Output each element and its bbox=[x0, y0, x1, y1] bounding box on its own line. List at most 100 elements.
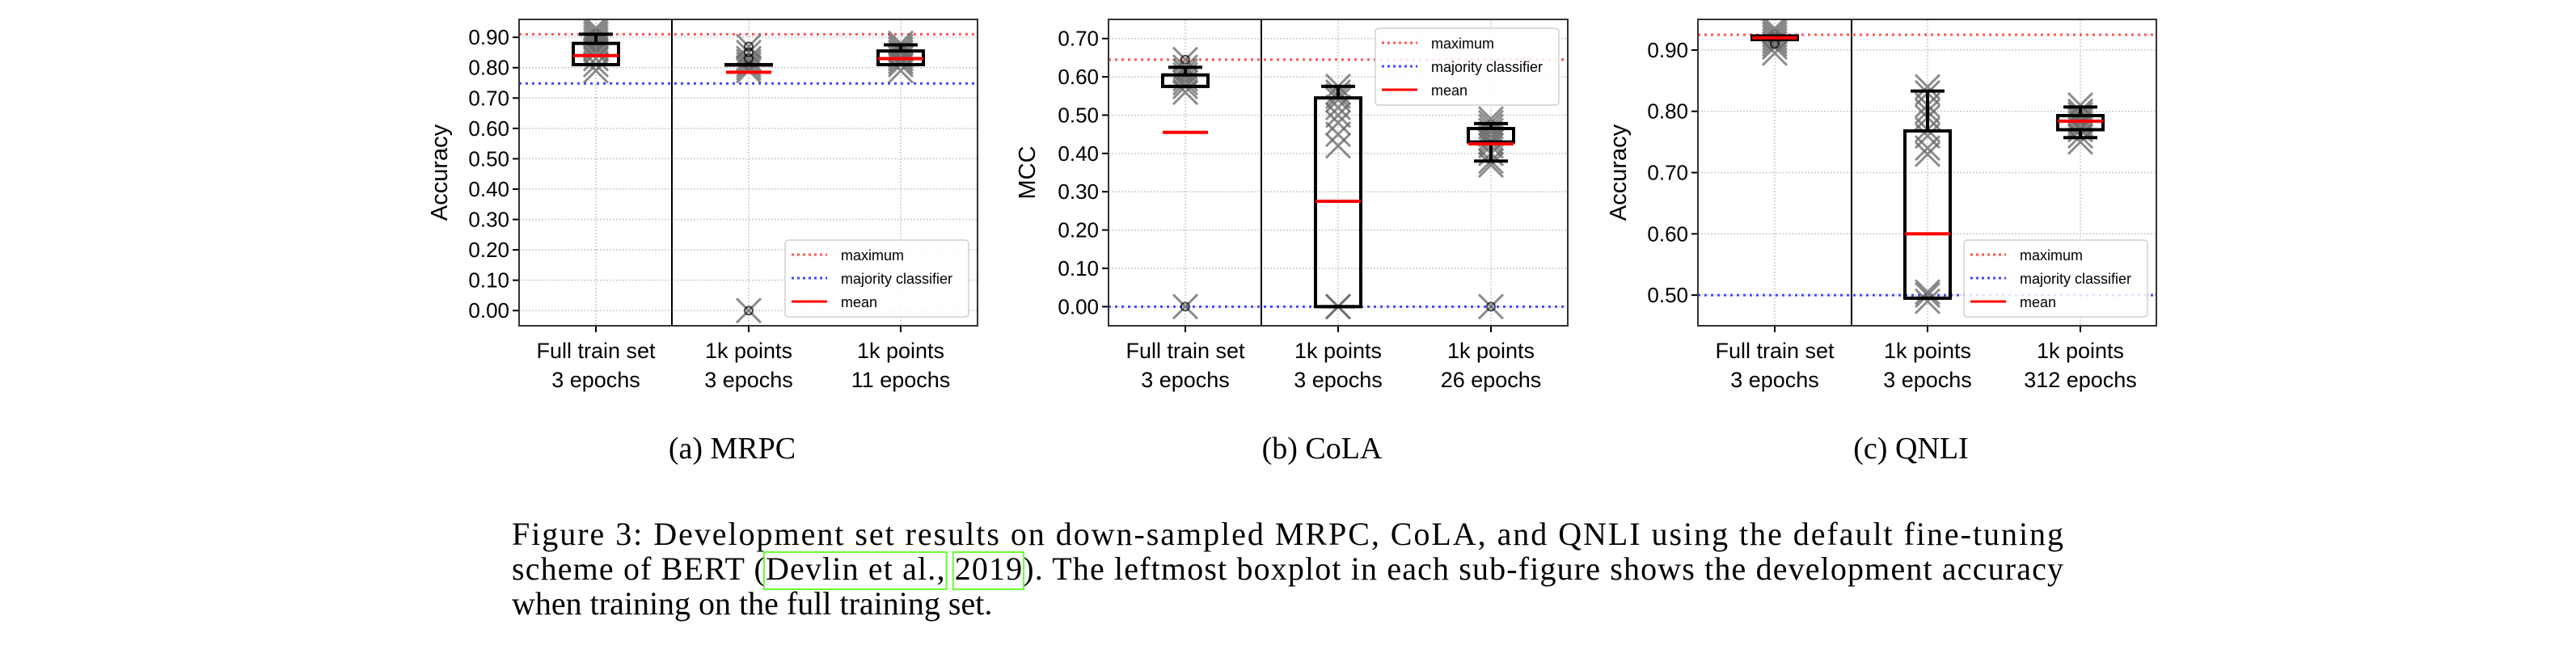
outlier-marker bbox=[744, 53, 754, 64]
x-tick-label: Full train set bbox=[1125, 339, 1245, 363]
figure-caption: Figure 3: Development set results on dow… bbox=[512, 516, 2063, 622]
y-tick-label: 0.30 bbox=[1058, 179, 1099, 204]
caption-line-1: Figure 3: Development set results on dow… bbox=[512, 516, 2063, 552]
run-marker bbox=[1477, 151, 1505, 179]
subfigure-caption: (c) QNLI bbox=[1853, 432, 1968, 466]
box-0 bbox=[572, 19, 620, 84]
run-marker bbox=[1914, 141, 1941, 167]
citation-year-link[interactable]: 2019 bbox=[955, 550, 1022, 587]
x-tick-label: 1k points bbox=[1294, 339, 1382, 363]
x-tick-label: 26 epochs bbox=[1441, 368, 1542, 392]
legend: maximum majority classifier mean bbox=[1963, 239, 2148, 318]
run-marker bbox=[582, 57, 610, 84]
run-marker bbox=[1914, 288, 1941, 314]
x-tick-label: 3 epochs bbox=[1294, 368, 1383, 392]
x-tick-label: 1k points bbox=[705, 339, 792, 363]
y-tick-label: 0.60 bbox=[1058, 65, 1099, 89]
outlier-marker bbox=[744, 47, 754, 57]
x-tick-label: Full train set bbox=[536, 339, 656, 363]
x-tick-label: 3 epochs bbox=[1730, 368, 1819, 392]
caption-line-2: scheme of BERT (Devlin et al., 2019). Th… bbox=[512, 550, 2063, 587]
y-tick-label: 0.10 bbox=[468, 268, 509, 293]
legend-label: mean bbox=[1431, 82, 1467, 99]
box-1 bbox=[1903, 74, 1952, 314]
y-tick-label: 0.20 bbox=[468, 238, 509, 262]
legend-label: maximum bbox=[841, 247, 904, 264]
legend-label: maximum bbox=[1431, 36, 1494, 52]
box bbox=[1467, 127, 1515, 144]
legend-label: majority classifier bbox=[841, 271, 952, 287]
run-marker bbox=[1324, 133, 1352, 159]
legend-label: mean bbox=[841, 294, 877, 310]
x-tick-label: 1k points bbox=[2037, 339, 2124, 363]
outlier-marker bbox=[744, 41, 754, 52]
caption-line-3: when training on the full training set. bbox=[512, 585, 992, 622]
y-tick-label: 0.60 bbox=[468, 116, 509, 141]
y-tick-label: 0.30 bbox=[468, 208, 509, 232]
run-marker bbox=[735, 297, 762, 324]
plot-frame bbox=[518, 19, 978, 327]
y-tick-label: 0.00 bbox=[1058, 294, 1099, 318]
x-tick-label: 3 epochs bbox=[551, 368, 640, 392]
citation-author-link[interactable]: Devlin et al., bbox=[766, 550, 944, 587]
y-tick-label: 0.70 bbox=[1647, 161, 1688, 185]
citation-link-box bbox=[952, 551, 1025, 590]
legend-label: majority classifier bbox=[1431, 59, 1543, 75]
run-marker bbox=[735, 33, 762, 60]
y-tick-label: 0.80 bbox=[1647, 99, 1688, 124]
legend-label: maximum bbox=[2020, 247, 2083, 264]
y-axis-label: Accuracy bbox=[427, 124, 453, 221]
run-marker bbox=[1914, 279, 1941, 306]
subfigure-caption: (b) CoLA bbox=[1262, 432, 1383, 466]
chart-1: 0.00 0.10 0.20 0.30 0.40 0.50 0.60 0.70 Full tra… bbox=[1015, 19, 1569, 466]
subfigure-caption: (a) MRPC bbox=[669, 432, 796, 466]
box-1 bbox=[1314, 73, 1362, 320]
plot-frame bbox=[1697, 19, 2157, 327]
legend-label: mean bbox=[2020, 294, 2056, 310]
box bbox=[1903, 129, 1952, 300]
y-tick-label: 0.00 bbox=[468, 298, 509, 323]
box-1 bbox=[724, 33, 773, 324]
chart-2: 0.50 0.60 0.70 0.80 0.90 Full train set 3 epoc… bbox=[1606, 19, 2157, 466]
run-marker bbox=[1914, 135, 1941, 162]
y-tick-label: 0.80 bbox=[468, 56, 509, 80]
legend: maximum majority classifier mean bbox=[1375, 27, 1560, 106]
legend-box bbox=[1375, 27, 1560, 106]
run-marker bbox=[582, 19, 610, 44]
box-2 bbox=[2056, 92, 2105, 155]
box-2 bbox=[876, 30, 925, 84]
run-marker bbox=[1324, 86, 1352, 113]
legend-box bbox=[784, 239, 969, 318]
x-tick-label: 11 epochs bbox=[851, 368, 951, 392]
x-tick-label: Full train set bbox=[1715, 339, 1835, 363]
x-tick-label: 1k points bbox=[1884, 339, 1971, 363]
citation-link-box bbox=[762, 551, 948, 590]
run-marker bbox=[2067, 92, 2094, 119]
outlier-marker bbox=[744, 306, 754, 316]
y-tick-label: 0.50 bbox=[468, 146, 509, 171]
legend-label: majority classifier bbox=[2020, 271, 2131, 287]
y-tick-label: 0.40 bbox=[1058, 141, 1099, 166]
x-tick-label: 3 epochs bbox=[1883, 368, 1972, 392]
y-tick-label: 0.70 bbox=[468, 86, 509, 110]
y-axis-label: MCC bbox=[1015, 146, 1041, 199]
run-marker bbox=[2067, 104, 2094, 131]
x-tick-label: 3 epochs bbox=[1141, 368, 1230, 392]
outlier-marker bbox=[1486, 302, 1496, 312]
box-2 bbox=[1467, 106, 1515, 320]
run-marker bbox=[1914, 74, 1941, 100]
run-marker bbox=[1477, 293, 1505, 320]
y-tick-label: 0.90 bbox=[468, 25, 509, 49]
run-marker bbox=[1172, 293, 1199, 320]
y-tick-label: 0.70 bbox=[1058, 27, 1099, 51]
y-tick-label: 0.50 bbox=[1647, 283, 1688, 307]
box-0 bbox=[1161, 46, 1210, 320]
x-tick-label: 3 epochs bbox=[704, 368, 793, 392]
run-marker bbox=[735, 39, 762, 66]
legend-box bbox=[1963, 239, 2148, 318]
y-tick-label: 0.40 bbox=[468, 177, 509, 201]
outlier-marker bbox=[1180, 302, 1190, 312]
legend: maximum majority classifier mean bbox=[784, 239, 969, 318]
